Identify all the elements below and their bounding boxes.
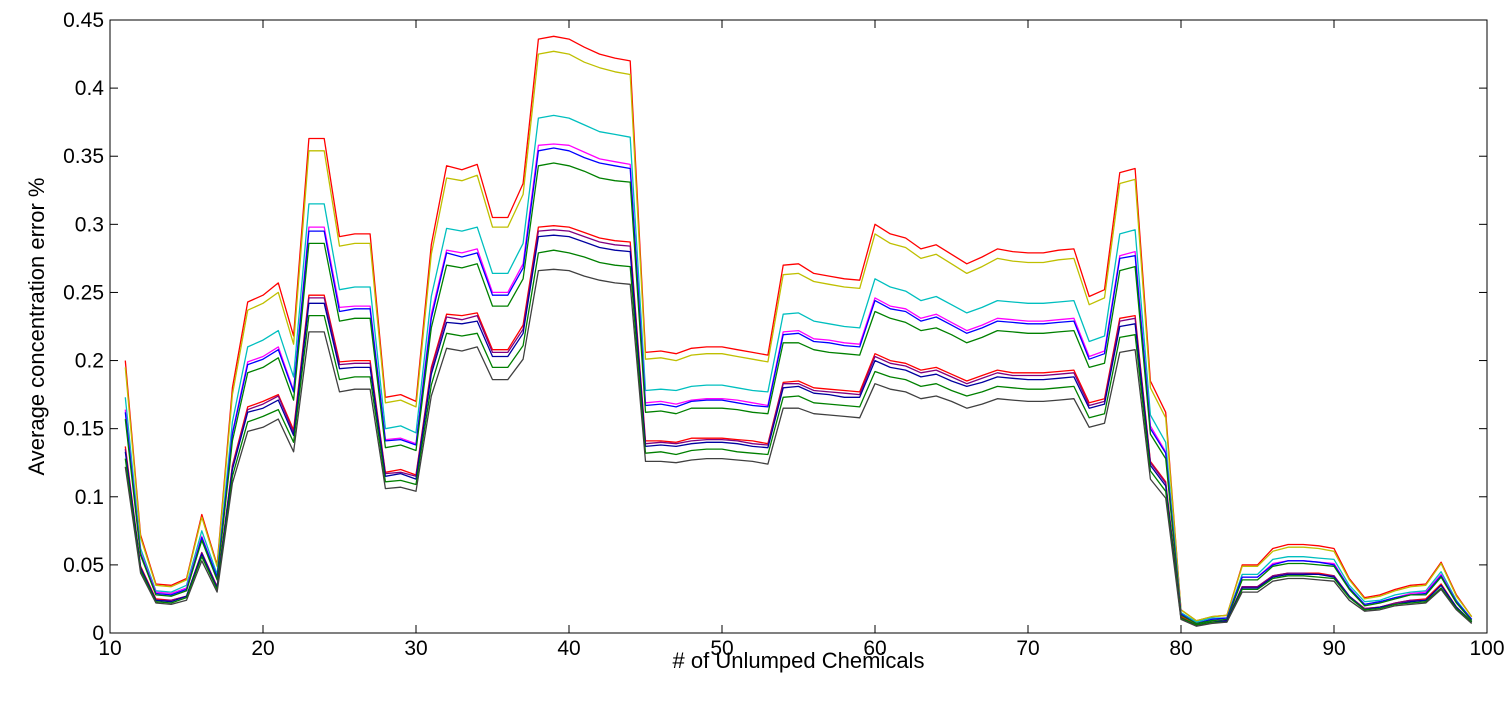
series-line-3 (124, 114, 1473, 623)
y-tick-label: 0.25 (63, 281, 104, 304)
plot-area-frame (109, 19, 1488, 634)
x-tick-label: 90 (1322, 637, 1345, 660)
x-tick-label: 40 (557, 637, 580, 660)
axis-ticks: 10 20 30 40 50 60 70 80 90 100 0 0.05 0.1 0.15 0.2 0.25… (63, 9, 1504, 660)
y-tick-label: 0.35 (63, 145, 104, 168)
x-tick-label: 30 (404, 637, 427, 660)
y-tick-label: 0 (92, 622, 104, 645)
y-tick-label: 0.15 (63, 418, 104, 441)
x-tick-label: 100 (1469, 637, 1504, 660)
series-line-5 (124, 147, 1473, 625)
y-tick-label: 0.45 (63, 9, 104, 32)
x-tick-label: 10 (98, 637, 121, 660)
x-axis-label: # of Unlumped Chemicals (673, 648, 925, 673)
x-tick-label: 70 (1016, 637, 1039, 660)
x-tick-label: 20 (251, 637, 274, 660)
series-layer (124, 35, 1473, 627)
series-line-1 (124, 35, 1473, 622)
y-tick-label: 0.2 (75, 350, 104, 373)
y-tick-label: 0.3 (75, 213, 104, 236)
series-line-9 (124, 234, 1473, 626)
x-tick-label: 80 (1169, 637, 1192, 660)
series-line-10 (124, 249, 1473, 626)
series-line-11 (124, 268, 1473, 627)
y-tick-label: 0.05 (63, 554, 104, 577)
y-axis-label: Average concentration error % (24, 178, 49, 476)
series-line-6 (124, 162, 1473, 625)
x-tick-label: 50 (710, 637, 733, 660)
y-tick-label: 0.1 (75, 486, 104, 509)
series-line-2 (124, 50, 1473, 622)
y-tick-label: 0.4 (75, 77, 105, 100)
series-line-7 (124, 225, 1473, 626)
x-tick-label: 60 (863, 637, 886, 660)
series-line-8 (124, 229, 1473, 626)
